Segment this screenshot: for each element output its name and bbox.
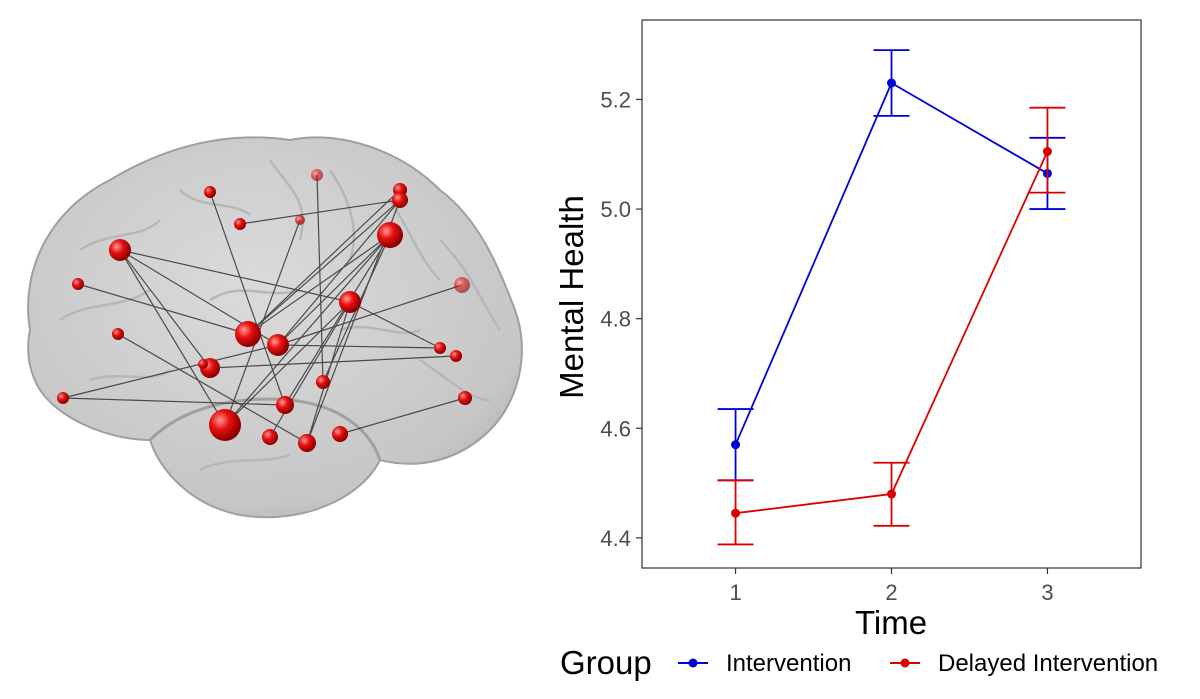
y-tick-label: 5.2 [600,87,631,112]
series-layer [717,49,1066,546]
brain-node [209,409,241,441]
data-point-delayed-intervention [731,508,741,518]
brain-node [434,342,446,354]
line-chart: 4.4 4.6 4.8 5.0 5.2 1 2 3 Time Mental Health [553,19,1142,641]
y-axis-ticks: 4.4 4.6 4.8 5.0 5.2 [600,87,642,551]
brain-node [234,218,246,230]
legend-label-delayed-intervention: Delayed Intervention [938,650,1158,677]
brain-node [392,192,408,208]
brain-node [109,239,131,261]
x-tick-label: 3 [1041,580,1053,605]
series-delayed-intervention [717,106,1066,546]
brain-node [450,350,462,362]
y-tick-label: 4.8 [600,307,631,332]
brain-node [276,396,294,414]
x-tick-label: 2 [885,580,897,605]
brain-node [316,375,330,389]
data-point-delayed-intervention [1042,147,1052,157]
brain-node [235,321,261,347]
legend-item-delayed-intervention: Delayed Intervention [890,650,1158,677]
brain-node [454,277,470,293]
x-axis-ticks: 1 2 3 [729,568,1054,605]
legend-key-point-delayed-intervention [900,658,910,668]
y-tick-label: 4.4 [600,526,631,551]
data-point-delayed-intervention [887,489,896,499]
brain-node [332,426,348,442]
brain-node [112,328,124,340]
brain-node [262,429,278,445]
brain-gyri [59,159,502,472]
x-tick-label: 1 [729,580,741,605]
brain-node [267,334,289,356]
brain-node [339,291,361,313]
legend-title: Group [560,644,652,681]
legend-label-intervention: Intervention [726,650,851,677]
y-axis-title: Mental Health [553,195,590,399]
data-point-intervention [731,440,741,450]
legend-item-intervention: Intervention [678,650,851,677]
brain-node [204,186,216,198]
x-axis-title: Time [855,604,927,641]
brain-node [298,434,316,452]
y-tick-label: 4.6 [600,416,631,441]
brain-node [57,392,69,404]
brain-node [72,278,84,290]
data-point-intervention [887,78,896,88]
brain-connectivity-icon [27,136,523,519]
brain-node [377,222,403,248]
brain-cortex-shape [27,136,523,519]
brain-node [198,359,208,369]
brain-node [311,169,323,181]
legend-key-point-intervention [688,658,698,668]
chart-legend: Group Intervention Delayed Intervention [560,644,1158,681]
brain-nodes [57,169,472,452]
y-tick-label: 5.0 [600,197,631,222]
brain-node [458,391,472,405]
brain-node [295,215,305,225]
